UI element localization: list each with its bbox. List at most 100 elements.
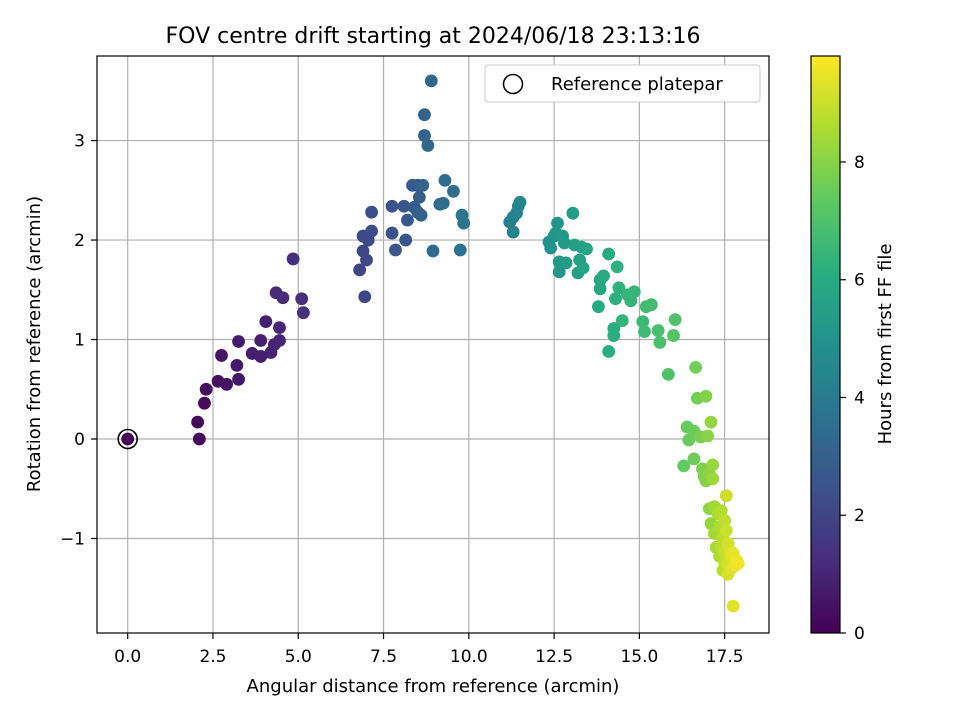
- data-point: [191, 415, 205, 429]
- y-tick-label: 3: [74, 132, 85, 152]
- colorbar-ticks: 0 2 4 6 8: [840, 153, 865, 644]
- data-point: [447, 184, 460, 198]
- data-point: [719, 524, 733, 537]
- data-point: [259, 315, 273, 329]
- data-point: [726, 599, 740, 613]
- data-point: [457, 216, 471, 230]
- data-point: [731, 556, 745, 570]
- data-point: [192, 432, 206, 446]
- data-point: [418, 108, 431, 122]
- x-tick-label: 2.5: [199, 647, 226, 667]
- chart-title: FOV centre drift starting at 2024/06/18 …: [166, 24, 701, 49]
- y-tick-label: 2: [74, 231, 85, 251]
- x-tick-label: 12.5: [535, 647, 573, 667]
- data-point: [557, 236, 571, 250]
- legend-marker-reference: [502, 73, 524, 95]
- data-point: [612, 281, 626, 295]
- x-tick-label: 7.5: [370, 647, 397, 667]
- data-point: [701, 429, 714, 443]
- data-point: [199, 382, 213, 396]
- x-tick-label: 5.0: [285, 647, 312, 667]
- data-point: [689, 360, 703, 374]
- data-point: [385, 199, 399, 213]
- data-point: [699, 389, 713, 403]
- data-point: [198, 396, 211, 410]
- colorbar-gradient: [810, 55, 841, 634]
- data-point: [414, 208, 428, 222]
- data-point: [551, 216, 564, 230]
- y-tick-label: −1: [60, 529, 85, 549]
- x-tick-label: 17.5: [706, 647, 744, 667]
- data-point: [566, 206, 580, 220]
- colorbar-tick-label: 2: [854, 506, 865, 526]
- plot-area-frame: [96, 55, 770, 634]
- data-point: [436, 196, 450, 210]
- x-tick-label: 0.0: [114, 647, 141, 667]
- data-point: [421, 139, 435, 152]
- colorbar-label: Hours from first FF file: [875, 244, 896, 445]
- reference-marker-layer: [117, 428, 139, 450]
- data-point: [215, 349, 228, 362]
- data-point: [399, 233, 413, 247]
- data-point: [667, 329, 680, 342]
- data-point: [687, 452, 701, 466]
- data-point: [358, 290, 372, 304]
- data-point: [552, 265, 566, 279]
- data-point: [644, 298, 658, 312]
- data-point: [385, 226, 399, 240]
- data-point: [609, 292, 622, 306]
- x-axis-ticks: 0.0 2.5 5.0 7.5 10.0 12.5 15.0 17.5: [114, 633, 744, 667]
- colorbar: 0 2 4 6 8 Hours from first FF file: [810, 55, 896, 644]
- data-point: [653, 336, 667, 349]
- reference-platepar-marker: [117, 428, 139, 450]
- legend-box: [484, 64, 761, 103]
- data-point: [453, 243, 467, 257]
- data-point: [286, 252, 300, 266]
- data-point: [636, 315, 650, 329]
- data-point: [418, 129, 431, 142]
- data-point: [232, 372, 245, 386]
- colorbar-tick-label: 8: [854, 153, 865, 173]
- data-point: [360, 253, 373, 267]
- data-point: [719, 489, 733, 503]
- data-point: [718, 514, 732, 527]
- data-points: [121, 74, 745, 613]
- data-point: [401, 213, 414, 227]
- data-point: [661, 367, 675, 381]
- data-point: [704, 415, 718, 429]
- data-point: [602, 247, 616, 261]
- data-point: [706, 472, 720, 486]
- data-point: [121, 432, 135, 446]
- data-point: [276, 291, 290, 305]
- data-point: [706, 458, 720, 472]
- data-point: [254, 334, 268, 347]
- data-point: [295, 292, 309, 306]
- data-point: [668, 313, 682, 327]
- data-point: [627, 285, 641, 299]
- data-point: [416, 178, 430, 192]
- data-point: [615, 314, 629, 328]
- data-point: [607, 329, 621, 342]
- data-point: [513, 195, 527, 209]
- legend: Reference platepar: [484, 64, 761, 103]
- data-point: [273, 321, 286, 334]
- data-point: [580, 242, 593, 256]
- data-point: [651, 324, 665, 337]
- data-point: [426, 244, 440, 258]
- data-point: [230, 358, 244, 372]
- colorbar-tick-label: 6: [854, 271, 865, 291]
- data-point: [544, 241, 558, 255]
- data-point: [365, 205, 378, 219]
- data-point: [602, 345, 616, 358]
- data-point: [232, 335, 245, 348]
- data-point: [273, 334, 286, 347]
- data-point: [220, 377, 234, 391]
- y-tick-label: 0: [74, 430, 85, 450]
- colorbar-tick-label: 0: [854, 624, 865, 644]
- y-axis-label: Rotation from reference (arcmin): [24, 196, 45, 492]
- x-axis-label: Angular distance from reference (arcmin): [247, 676, 620, 697]
- data-point: [365, 224, 378, 238]
- data-point: [412, 190, 426, 204]
- data-point: [438, 173, 452, 187]
